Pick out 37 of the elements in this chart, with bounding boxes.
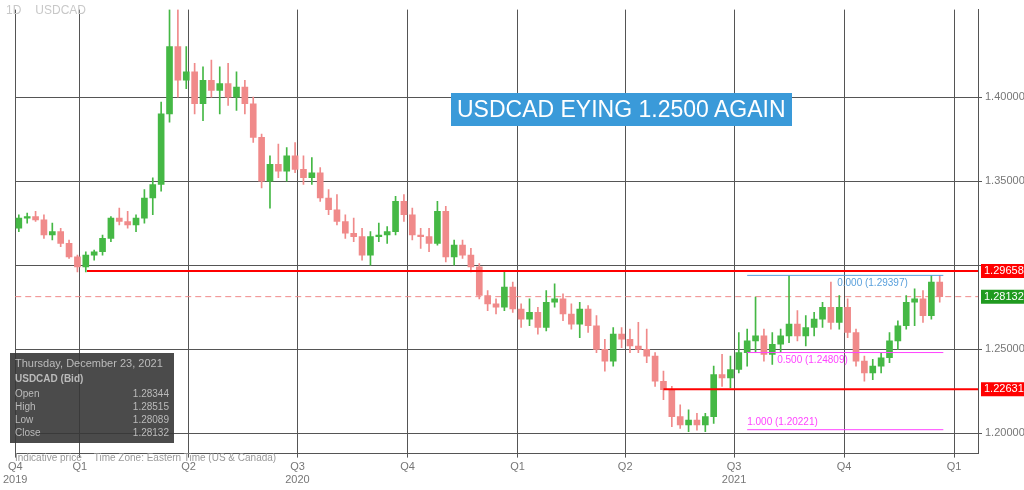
x-tick-label: Q4 bbox=[400, 460, 415, 473]
x-tick-label: Q3 2020 bbox=[285, 460, 310, 486]
x-tick-label: Q2 bbox=[181, 460, 196, 473]
text: USDCAD EYING 1.2500 AGAIN bbox=[451, 93, 792, 126]
annotation: High bbox=[15, 400, 36, 413]
annotation: USDCAD bbox=[35, 3, 87, 17]
x-tick-label: Q4 bbox=[836, 460, 852, 473]
y-tick-label: 1.20000 bbox=[985, 426, 1024, 439]
annotation: Thursday, December 23, 2021 bbox=[15, 357, 164, 369]
y-tick-label: 1.40000 bbox=[985, 90, 1024, 103]
x-tick-label: Q1 bbox=[510, 460, 525, 473]
series-label: 1.000 (1.20221) bbox=[747, 416, 818, 428]
annotation: Indicative price bbox=[15, 452, 82, 463]
x-tick-label: Q3 2021 bbox=[721, 460, 747, 486]
annotation: Close bbox=[15, 426, 41, 439]
annotation: 1D bbox=[6, 3, 22, 17]
data-label: 1.22631 bbox=[984, 382, 1024, 395]
annotation: 1.28089 bbox=[132, 413, 169, 426]
y-tick-label: 1.35000 bbox=[985, 174, 1024, 187]
data-label: 1.29658 bbox=[984, 264, 1024, 277]
annotation: Time Zone: Eastern Time (US & Canada) bbox=[93, 452, 277, 463]
candlestick bbox=[308, 157, 316, 185]
x-tick-label: Q4 2019 bbox=[2, 460, 28, 486]
x-tick-label: Q2 bbox=[617, 460, 633, 473]
annotation: Low bbox=[15, 413, 34, 426]
annotation: 1.28344 bbox=[132, 387, 169, 400]
annotation: 1.28515 bbox=[132, 400, 169, 413]
annotation: USDCAD (Bid) bbox=[15, 373, 85, 384]
candlestick bbox=[216, 66, 224, 115]
annotation: Open bbox=[15, 387, 40, 400]
candlestick bbox=[182, 46, 190, 89]
x-tick-label: Q1 bbox=[72, 460, 88, 473]
ref-line-label: 1.28132 bbox=[984, 289, 1024, 302]
annotation: 1.28132 bbox=[132, 426, 169, 439]
candlestick bbox=[48, 222, 56, 241]
y-tick-label: 1.25000 bbox=[985, 342, 1024, 355]
x-tick-label: Q1 bbox=[946, 460, 962, 473]
